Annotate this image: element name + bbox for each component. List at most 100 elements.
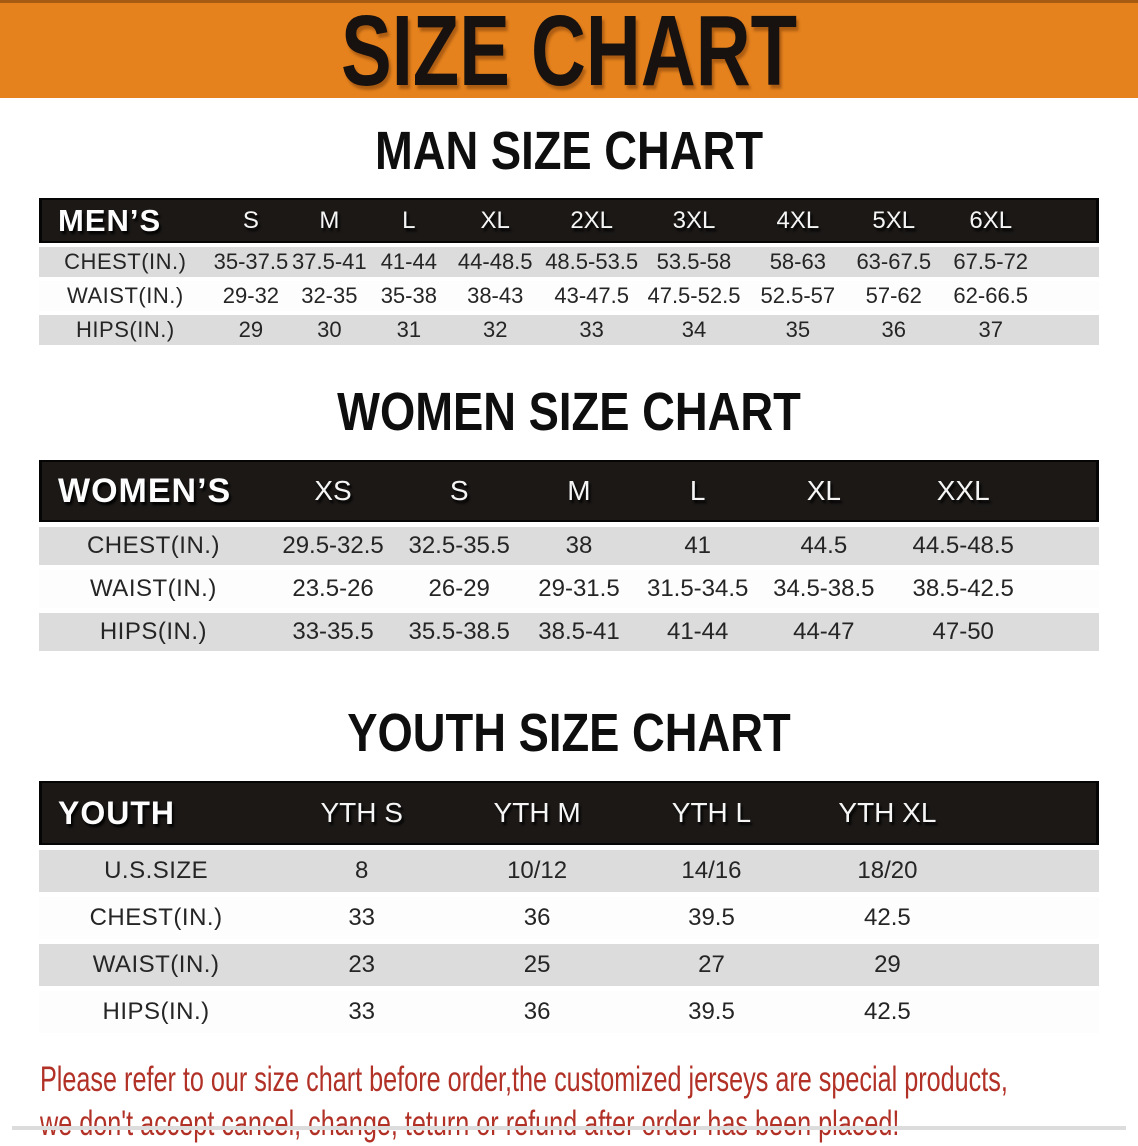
- men-spacer-cell: [1043, 281, 1099, 311]
- men-value-cell: 48.5-53.5: [541, 247, 643, 277]
- men-value-cell: 29-32: [211, 281, 291, 311]
- women-size-header: S: [398, 460, 521, 522]
- men-value-cell: 37.5-41: [290, 247, 369, 277]
- youth-size-chart-title: YOUTH SIZE CHART: [347, 703, 791, 763]
- women-header-row: WOMEN’S XS S M L XL XXL: [39, 460, 1099, 522]
- order-disclaimer-note: Please refer to our size chart before or…: [40, 1058, 1138, 1146]
- youth-size-header: YTH M: [450, 781, 625, 845]
- women-value-cell: 34.5-38.5: [757, 570, 891, 608]
- men-size-header: M: [290, 198, 369, 243]
- youth-spacer-cell: [975, 991, 1099, 1033]
- women-value-cell: 29.5-32.5: [267, 527, 399, 565]
- women-value-cell: 44.5-48.5: [890, 527, 1037, 565]
- youth-measure-row: WAIST(IN.) 23 25 27 29: [39, 944, 1099, 986]
- men-measure-row: CHEST(IN.) 35-37.5 37.5-41 41-44 44-48.5 48.5…: [39, 247, 1099, 277]
- men-value-cell: 43-47.5: [541, 281, 643, 311]
- men-value-cell: 36: [849, 315, 938, 345]
- men-header-row: MEN’S S M L XL 2XL 3XL 4XL 5XL 6XL: [39, 198, 1099, 243]
- disclaimer-line-2: we don't accept cancel, change, teturn o…: [40, 1104, 900, 1143]
- men-value-cell: 31: [368, 315, 450, 345]
- youth-value-cell: 42.5: [798, 991, 976, 1033]
- men-size-header: 6XL: [937, 198, 1044, 243]
- man-size-chart-title: MAN SIZE CHART: [374, 121, 764, 181]
- youth-spacer-cell: [975, 897, 1099, 939]
- men-value-cell: 57-62: [849, 281, 938, 311]
- men-corner-label: MEN’S: [39, 198, 212, 243]
- women-row-label: HIPS(IN.): [39, 613, 268, 651]
- men-value-cell: 62-66.5: [937, 281, 1044, 311]
- youth-measure-row: U.S.SIZE 8 10/12 14/16 18/20: [39, 850, 1099, 892]
- men-value-cell: 58-63: [745, 247, 850, 277]
- women-spacer-cell: [1036, 613, 1099, 651]
- women-value-cell: 35.5-38.5: [398, 613, 521, 651]
- youth-value-cell: 39.5: [624, 991, 799, 1033]
- men-size-header: 3XL: [642, 198, 746, 243]
- men-measure-row: HIPS(IN.) 29 30 31 32 33 34 35 36 37: [39, 315, 1099, 345]
- men-size-header: 4XL: [745, 198, 850, 243]
- women-measure-row: CHEST(IN.) 29.5-32.5 32.5-35.5 38 41 44.5 44.5…: [39, 527, 1099, 565]
- youth-value-cell: 25: [450, 944, 625, 986]
- men-size-header: XL: [449, 198, 542, 243]
- women-value-cell: 23.5-26: [267, 570, 399, 608]
- women-row-label: WAIST(IN.): [39, 570, 268, 608]
- men-spacer-cell: [1043, 198, 1099, 243]
- women-row-label: CHEST(IN.): [39, 527, 268, 565]
- youth-value-cell: 8: [273, 850, 451, 892]
- women-value-cell: 38.5-42.5: [890, 570, 1037, 608]
- youth-value-cell: 14/16: [624, 850, 799, 892]
- women-size-header: M: [520, 460, 638, 522]
- youth-size-header: YTH XL: [798, 781, 976, 845]
- women-size-header: XS: [267, 460, 399, 522]
- size-chart-banner: SIZE CHART: [0, 0, 1138, 107]
- women-spacer-cell: [1036, 527, 1099, 565]
- women-size-chart-title: WOMEN SIZE CHART: [337, 382, 801, 442]
- men-value-cell: 32: [449, 315, 542, 345]
- women-size-header: XL: [757, 460, 891, 522]
- men-spacer-cell: [1043, 247, 1099, 277]
- men-value-cell: 47.5-52.5: [642, 281, 746, 311]
- youth-size-header: YTH L: [624, 781, 799, 845]
- men-size-table: MEN’S S M L XL 2XL 3XL 4XL 5XL 6XL CHEST(IN.) 35-37…: [39, 194, 1099, 349]
- women-value-cell: 44-47: [757, 613, 891, 651]
- men-row-label: WAIST(IN.): [39, 281, 212, 311]
- youth-header-row: YOUTH YTH S YTH M YTH L YTH XL: [39, 781, 1099, 845]
- youth-value-cell: 36: [450, 991, 625, 1033]
- youth-value-cell: 18/20: [798, 850, 976, 892]
- men-value-cell: 38-43: [449, 281, 542, 311]
- women-value-cell: 33-35.5: [267, 613, 399, 651]
- men-row-label: HIPS(IN.): [39, 315, 212, 345]
- women-measure-row: HIPS(IN.) 33-35.5 35.5-38.5 38.5-41 41-44 44-…: [39, 613, 1099, 651]
- disclaimer-line-1: Please refer to our size chart before or…: [40, 1060, 1008, 1099]
- youth-value-cell: 39.5: [624, 897, 799, 939]
- youth-row-label: U.S.SIZE: [39, 850, 274, 892]
- bottom-divider: [12, 1126, 1126, 1130]
- youth-value-cell: 36: [450, 897, 625, 939]
- men-value-cell: 44-48.5: [449, 247, 542, 277]
- youth-spacer-cell: [975, 850, 1099, 892]
- men-value-cell: 52.5-57: [745, 281, 850, 311]
- women-corner-label: WOMEN’S: [39, 460, 268, 522]
- men-size-header: S: [211, 198, 291, 243]
- women-measure-row: WAIST(IN.) 23.5-26 26-29 29-31.5 31.5-34.5 34…: [39, 570, 1099, 608]
- youth-size-table: YOUTH YTH S YTH M YTH L YTH XL U.S.SIZE 8 10/12…: [39, 776, 1099, 1038]
- youth-value-cell: 23: [273, 944, 451, 986]
- men-value-cell: 34: [642, 315, 746, 345]
- men-value-cell: 67.5-72: [937, 247, 1044, 277]
- youth-value-cell: 29: [798, 944, 976, 986]
- women-size-table: WOMEN’S XS S M L XL XXL CHEST(IN.) 29.5-32.5 32.5…: [39, 455, 1099, 656]
- youth-value-cell: 33: [273, 897, 451, 939]
- men-value-cell: 33: [541, 315, 643, 345]
- men-size-header: 2XL: [541, 198, 643, 243]
- youth-row-label: CHEST(IN.): [39, 897, 274, 939]
- youth-spacer-cell: [975, 944, 1099, 986]
- men-size-header: 5XL: [849, 198, 938, 243]
- men-value-cell: 53.5-58: [642, 247, 746, 277]
- women-value-cell: 26-29: [398, 570, 521, 608]
- men-value-cell: 35-37.5: [211, 247, 291, 277]
- women-value-cell: 31.5-34.5: [637, 570, 758, 608]
- women-spacer-cell: [1036, 570, 1099, 608]
- youth-spacer-cell: [975, 781, 1099, 845]
- youth-value-cell: 10/12: [450, 850, 625, 892]
- banner-title: SIZE CHART: [341, 0, 797, 107]
- youth-corner-label: YOUTH: [39, 781, 274, 845]
